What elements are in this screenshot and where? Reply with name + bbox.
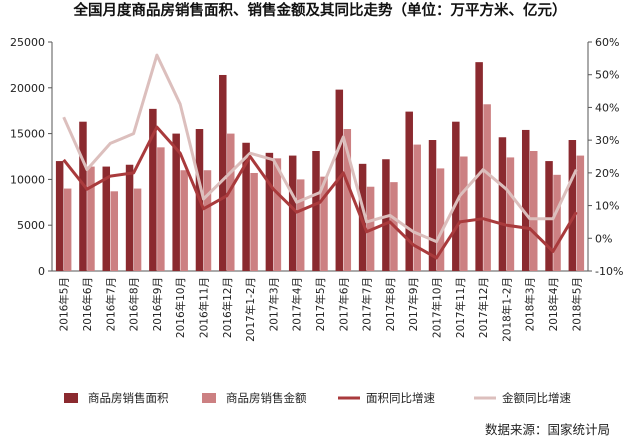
- line-amount-growth: [62, 53, 578, 244]
- bar-area: [55, 161, 64, 271]
- plot-area: 0 5000 10000 15000 20000 25000 -10% 0% 10% 20% 30%…: [10, 36, 623, 342]
- bar-amount: [296, 179, 305, 271]
- bar-amount: [529, 151, 538, 271]
- bar-area: [265, 152, 274, 271]
- legend-label-0: 商品房销售面积: [88, 391, 169, 405]
- bar-area: [358, 163, 367, 271]
- category-label: 2016年11月: [197, 277, 210, 338]
- right-tick-label: 60%: [595, 36, 619, 49]
- left-tick-label: 10000: [10, 173, 45, 186]
- bar-area: [172, 133, 180, 271]
- category-label: 2017年6月: [337, 277, 350, 331]
- source-note: 数据来源：国家统计局: [485, 422, 610, 437]
- bar-area: [475, 62, 483, 271]
- bar-amount: [87, 166, 95, 271]
- left-tick-label: 0: [38, 265, 45, 278]
- chart-title: 全国月度商品房销售面积、销售金额及其同比走势（单位：万平方米、亿元）: [73, 1, 567, 19]
- legend-label-1: 商品房销售金额: [226, 391, 307, 405]
- bar-amount: [436, 168, 445, 271]
- category-label: 2016年9月: [151, 277, 164, 331]
- bar-area: [102, 166, 111, 271]
- bar-amount: [203, 170, 212, 271]
- left-tick-label: 5000: [17, 219, 45, 232]
- left-tick-label: 25000: [10, 36, 45, 49]
- category-label: 2017年4月: [291, 277, 304, 331]
- bar-area: [242, 142, 250, 271]
- legend-swatch-1: [202, 393, 216, 403]
- bar-amount: [273, 158, 282, 271]
- category-label: 2017年12月: [477, 277, 490, 338]
- category-label: 2017年7月: [361, 277, 374, 331]
- bar-amount: [483, 104, 491, 272]
- category-label: 2018年4月: [547, 277, 560, 331]
- bar-area: [219, 74, 227, 271]
- bar-amount: [506, 157, 515, 271]
- bar-amount: [227, 133, 235, 271]
- bar-area: [79, 121, 87, 271]
- bar-area: [288, 155, 297, 271]
- category-label: 2017年3月: [267, 277, 280, 331]
- bar-amount: [553, 174, 561, 271]
- category-label: 2016年6月: [81, 277, 94, 331]
- bar-amount: [250, 172, 258, 271]
- bar-area: [452, 121, 460, 271]
- right-tick-label: -10%: [595, 265, 623, 278]
- category-label: 2017年10月: [431, 277, 444, 338]
- bar-amount: [576, 155, 585, 271]
- bar-area: [125, 164, 134, 271]
- category-label: 2018年3月: [524, 277, 537, 331]
- bar-amount: [133, 188, 142, 271]
- bar-amount: [63, 188, 72, 271]
- legend: 商品房销售面积 商品房销售金额 面积同比增速 金额同比增速: [64, 391, 571, 405]
- category-label: 2016年12月: [221, 277, 234, 338]
- right-tick-label: 30%: [595, 134, 619, 147]
- legend-swatch-0: [64, 393, 78, 403]
- bar-area: [498, 137, 507, 271]
- right-tick-label: 0%: [595, 232, 612, 245]
- bar-amount: [180, 170, 188, 271]
- bar-area: [149, 108, 157, 271]
- bar-area: [312, 151, 320, 271]
- legend-label-2: 面积同比增速: [366, 391, 435, 405]
- line-area-growth: [62, 125, 578, 260]
- category-label: 2017年11月: [454, 277, 467, 338]
- bar-amount: [320, 176, 328, 271]
- legend-label-3: 金额同比增速: [502, 391, 571, 405]
- category-label: 2017年1-2月: [244, 277, 257, 342]
- right-tick-label: 20%: [595, 167, 619, 180]
- category-label: 2016年8月: [128, 277, 141, 331]
- left-tick-label: 20000: [10, 82, 45, 95]
- bar-area: [521, 129, 530, 271]
- right-tick-label: 40%: [595, 101, 619, 114]
- category-label: 2017年8月: [384, 277, 397, 331]
- left-tick-label: 15000: [10, 128, 45, 141]
- bar-area: [405, 111, 413, 271]
- bar-amount: [343, 129, 352, 271]
- category-label: 2018年1-2月: [500, 277, 513, 342]
- category-label: 2017年9月: [407, 277, 420, 331]
- bar-amount: [413, 144, 421, 271]
- bar-area: [545, 161, 553, 271]
- bar-area: [428, 140, 437, 271]
- category-label: 2016年5月: [58, 277, 71, 331]
- bar-area: [568, 140, 577, 271]
- bar-amount: [460, 156, 468, 271]
- right-tick-label: 10%: [595, 200, 619, 213]
- category-label: 2016年7月: [104, 277, 117, 331]
- bar-amount: [110, 191, 119, 271]
- category-label: 2018年5月: [570, 277, 583, 331]
- right-tick-label: 50%: [595, 69, 619, 82]
- category-label: 2016年10月: [174, 277, 187, 338]
- category-label: 2017年5月: [314, 277, 327, 331]
- bar-amount: [157, 147, 165, 271]
